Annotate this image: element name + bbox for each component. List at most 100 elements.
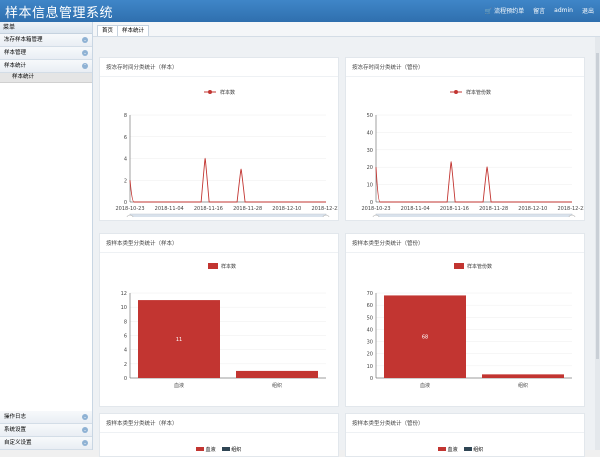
chevron-down-icon: ⌄ bbox=[82, 50, 88, 56]
y-tick-label: 10 bbox=[367, 364, 373, 370]
message-link[interactable]: 留言 bbox=[533, 8, 546, 15]
x-tick-label: 血液 bbox=[420, 382, 430, 389]
x-tick-label: 组织 bbox=[272, 382, 282, 389]
panel-title: 按样本类型分类统计（管份） bbox=[346, 234, 584, 253]
panel-title: 按样本类型分类统计（样本） bbox=[100, 414, 338, 433]
chevron-down-icon: ⌄ bbox=[82, 37, 88, 43]
sidebar: 菜单 冻存样本箱管理 ⌄ 样本管理 ⌄ 样本统计 ⌃ 样本统计 操作日志 ⌄ 系统设置 ⌄… bbox=[0, 22, 93, 450]
y-tick-label: 20 bbox=[367, 165, 373, 171]
legend-dot bbox=[454, 90, 458, 94]
chevron-down-icon: ⌄ bbox=[82, 427, 88, 433]
bar bbox=[138, 300, 220, 378]
y-tick-label: 60 bbox=[367, 303, 373, 309]
bar-chart-tube: 样本管份数 0 10 20 30 40 50 60 70 68 血液 组织 bbox=[367, 263, 572, 389]
legend-label: 样本数 bbox=[220, 89, 235, 96]
y-tick-label: 0 bbox=[370, 376, 373, 382]
main-content: 按冻存时间分类统计（样本） 样本数 0 2 4 6 8 2018-10-23 2018-11-… bbox=[93, 37, 595, 457]
x-tick-label: 2018-11-28 bbox=[233, 206, 262, 212]
y-tick-label: 12 bbox=[121, 291, 127, 297]
tab-bar: 首页 样本统计 bbox=[93, 22, 600, 37]
tab-home[interactable]: 首页 bbox=[97, 25, 119, 36]
x-tick-label: 2018-10-23 bbox=[361, 206, 390, 212]
y-tick-label: 2 bbox=[124, 178, 127, 184]
cart-link[interactable]: 🛒 流程预约单 bbox=[484, 8, 525, 15]
header-actions: 🛒 流程预约单 留言 admin 退出 bbox=[485, 6, 594, 15]
bar bbox=[482, 374, 564, 378]
x-tick-label: 2018-11-16 bbox=[440, 206, 469, 212]
panel-title: 按冻存时间分类统计（管份） bbox=[346, 58, 584, 77]
sidebar-item-settings[interactable]: 系统设置 ⌄ bbox=[0, 424, 92, 437]
panel-time-sample: 按冻存时间分类统计（样本） 样本数 0 2 4 6 8 2018-10-23 2018-11-… bbox=[99, 57, 341, 224]
y-tick-label: 0 bbox=[124, 200, 127, 206]
y-tick-label: 2 bbox=[124, 362, 127, 368]
x-tick-label: 血液 bbox=[174, 382, 184, 389]
cart-icon: 🛒 bbox=[484, 8, 493, 15]
y-tick-label: 4 bbox=[124, 348, 127, 354]
y-tick-label: 4 bbox=[124, 157, 127, 163]
legend-swatch bbox=[454, 263, 464, 269]
x-tick-label: 组织 bbox=[518, 382, 528, 389]
series-line bbox=[375, 161, 572, 203]
sidebar-item-stats[interactable]: 样本统计 ⌃ bbox=[0, 60, 92, 73]
scrollbar[interactable] bbox=[595, 37, 600, 450]
bar-chart-sample: 样本数 0 2 4 6 8 10 12 11 血液 组织 bbox=[121, 263, 326, 389]
legend-dot bbox=[208, 90, 212, 94]
x-tick-label: 2018-11-16 bbox=[194, 206, 223, 212]
sidebar-item-log[interactable]: 操作日志 ⌄ bbox=[0, 411, 92, 424]
x-tick-label: 2018-12-22 bbox=[557, 206, 584, 212]
x-tick-label: 2018-10-23 bbox=[115, 206, 144, 212]
legend-label: 样本管份数 bbox=[467, 263, 492, 270]
user-link[interactable]: admin bbox=[554, 7, 573, 14]
legend-swatch bbox=[208, 263, 218, 269]
panel-title: 按样本类型分类统计（管份） bbox=[346, 414, 584, 433]
y-tick-label: 30 bbox=[367, 340, 373, 346]
bar bbox=[384, 295, 466, 378]
tab-stats[interactable]: 样本统计 bbox=[117, 25, 150, 36]
y-tick-label: 0 bbox=[370, 200, 373, 206]
legend-label: 样本数 bbox=[221, 263, 236, 270]
scrollbar-thumb[interactable] bbox=[596, 53, 599, 359]
app-title: 样本信息管理系统 bbox=[5, 6, 114, 21]
y-tick-label: 40 bbox=[367, 130, 373, 136]
chevron-up-icon: ⌃ bbox=[82, 63, 88, 69]
y-tick-label: 30 bbox=[367, 148, 373, 154]
y-tick-label: 50 bbox=[367, 113, 373, 119]
y-tick-label: 0 bbox=[124, 376, 127, 382]
y-tick-label: 6 bbox=[124, 334, 127, 340]
legend-label: 样本管份数 bbox=[466, 89, 491, 96]
logout-link[interactable]: 退出 bbox=[581, 8, 594, 15]
line-chart-sample: 样本数 0 2 4 6 8 2018-10-23 2018-11-04 2018-11-16 20… bbox=[115, 89, 341, 224]
y-tick-label: 8 bbox=[124, 319, 127, 325]
x-tick-label: 2018-12-10 bbox=[272, 206, 301, 212]
y-tick-label: 6 bbox=[124, 135, 127, 141]
x-tick-label: 2018-11-28 bbox=[479, 206, 508, 212]
x-tick-label: 2018-12-10 bbox=[518, 206, 547, 212]
bar bbox=[236, 370, 318, 378]
x-tick-label: 2018-11-04 bbox=[401, 206, 430, 212]
sidebar-item-freezer[interactable]: 冻存样本箱管理 ⌄ bbox=[0, 34, 92, 47]
app-header: 样本信息管理系统 🛒 流程预约单 留言 admin 退出 bbox=[0, 0, 600, 22]
panel-type-sample: 按样本类型分类统计（样本） 样本数 0 2 4 6 8 10 12 11 血液 组织 bbox=[99, 233, 339, 407]
sidebar-header: 菜单 bbox=[0, 22, 92, 34]
y-tick-label: 20 bbox=[367, 352, 373, 358]
bar-value-label: 11 bbox=[176, 337, 182, 343]
bar-value-label: 68 bbox=[422, 335, 428, 341]
sidebar-subitem-stats[interactable]: 样本统计 bbox=[0, 73, 92, 83]
y-tick-label: 70 bbox=[367, 291, 373, 297]
sidebar-item-custom[interactable]: 自定义设置 ⌄ bbox=[0, 437, 92, 450]
x-tick-label: 2018-11-04 bbox=[155, 206, 184, 212]
line-chart-tube: 样本管份数 0 10 20 30 40 50 2018-10-23 2018-11-04 2018… bbox=[361, 89, 587, 224]
panel-type-tube: 按样本类型分类统计（管份） 样本管份数 0 10 20 30 40 50 60 70 68 血液 组织 bbox=[345, 233, 585, 407]
y-tick-label: 8 bbox=[124, 113, 127, 119]
y-tick-label: 50 bbox=[367, 315, 373, 321]
zoom-slider bbox=[375, 213, 573, 224]
panel-time-tube: 按冻存时间分类统计（管份） 样本管份数 0 10 20 30 40 50 2018-10-23… bbox=[345, 57, 587, 224]
panel-title: 按冻存时间分类统计（样本） bbox=[100, 58, 338, 77]
panel-title: 按样本类型分类统计（样本） bbox=[100, 234, 338, 253]
y-tick-label: 10 bbox=[121, 305, 127, 311]
y-tick-label: 40 bbox=[367, 327, 373, 333]
sidebar-item-sample[interactable]: 样本管理 ⌄ bbox=[0, 47, 92, 60]
zoom-slider bbox=[129, 213, 327, 224]
panel-type-tube-2: 按样本类型分类统计（管份） 血液 组织 bbox=[345, 413, 585, 457]
chevron-down-icon: ⌄ bbox=[82, 440, 88, 446]
